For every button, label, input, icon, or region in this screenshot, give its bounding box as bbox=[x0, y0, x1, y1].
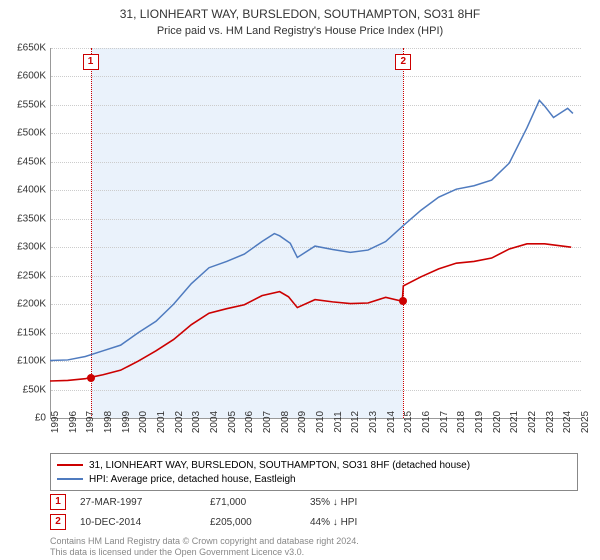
sales-marker: 1 bbox=[50, 494, 66, 510]
legend-swatch bbox=[57, 478, 83, 480]
x-axis-label: 2009 bbox=[297, 411, 308, 433]
x-axis-label: 2002 bbox=[174, 411, 185, 433]
series-line bbox=[50, 100, 573, 360]
y-axis-label: £500K bbox=[0, 128, 46, 139]
x-axis-label: 1996 bbox=[68, 411, 79, 433]
x-axis-label: 1998 bbox=[103, 411, 114, 433]
footer-attribution: Contains HM Land Registry data © Crown c… bbox=[50, 536, 359, 558]
y-axis-label: £100K bbox=[0, 356, 46, 367]
x-axis-label: 2007 bbox=[262, 411, 273, 433]
x-axis-label: 2001 bbox=[156, 411, 167, 433]
y-axis-label: £0 bbox=[0, 413, 46, 424]
chart-area: 12 £0£50K£100K£150K£200K£250K£300K£350K£… bbox=[50, 48, 580, 418]
x-axis-label: 2025 bbox=[580, 411, 591, 433]
y-axis-label: £450K bbox=[0, 156, 46, 167]
x-axis-label: 2011 bbox=[333, 411, 344, 433]
x-axis-label: 2020 bbox=[492, 411, 503, 433]
x-axis-label: 2004 bbox=[209, 411, 220, 433]
x-axis-label: 2021 bbox=[509, 411, 520, 433]
x-axis-label: 1999 bbox=[121, 411, 132, 433]
sales-price: £71,000 bbox=[210, 497, 310, 508]
sales-marker: 2 bbox=[50, 514, 66, 530]
x-axis-label: 2010 bbox=[315, 411, 326, 433]
sales-row: 1 27-MAR-1997£71,00035% ↓ HPI bbox=[50, 492, 578, 512]
x-axis-label: 2005 bbox=[227, 411, 238, 433]
y-axis-label: £50K bbox=[0, 384, 46, 395]
x-axis-label: 2003 bbox=[191, 411, 202, 433]
y-axis-label: £400K bbox=[0, 185, 46, 196]
legend-row: 31, LIONHEART WAY, BURSLEDON, SOUTHAMPTO… bbox=[57, 458, 571, 472]
x-axis-label: 2008 bbox=[280, 411, 291, 433]
sales-table: 1 27-MAR-1997£71,00035% ↓ HPI 2 10-DEC-2014… bbox=[50, 492, 578, 532]
chart-subtitle: Price paid vs. HM Land Registry's House … bbox=[0, 23, 600, 37]
x-axis-label: 1997 bbox=[85, 411, 96, 433]
legend-label: HPI: Average price, detached house, East… bbox=[89, 474, 296, 485]
sales-diff: 35% ↓ HPI bbox=[310, 497, 410, 508]
y-axis-label: £250K bbox=[0, 270, 46, 281]
sales-date: 27-MAR-1997 bbox=[80, 497, 210, 508]
footer-line2: This data is licensed under the Open Gov… bbox=[50, 547, 359, 558]
y-axis-label: £300K bbox=[0, 242, 46, 253]
x-axis-label: 2017 bbox=[439, 411, 450, 433]
x-axis-label: 2019 bbox=[474, 411, 485, 433]
series-line bbox=[50, 244, 571, 381]
sales-row: 2 10-DEC-2014£205,00044% ↓ HPI bbox=[50, 512, 578, 532]
y-axis-label: £350K bbox=[0, 213, 46, 224]
chart-title: 31, LIONHEART WAY, BURSLEDON, SOUTHAMPTO… bbox=[0, 0, 600, 23]
y-axis-label: £600K bbox=[0, 71, 46, 82]
y-axis-label: £150K bbox=[0, 327, 46, 338]
x-axis-label: 2023 bbox=[545, 411, 556, 433]
x-axis-label: 2015 bbox=[403, 411, 414, 433]
y-axis-label: £650K bbox=[0, 43, 46, 54]
legend-swatch bbox=[57, 464, 83, 466]
sales-price: £205,000 bbox=[210, 517, 310, 528]
chart-lines bbox=[50, 48, 580, 418]
sales-date: 10-DEC-2014 bbox=[80, 517, 210, 528]
sales-diff: 44% ↓ HPI bbox=[310, 517, 410, 528]
x-axis-label: 1995 bbox=[50, 411, 61, 433]
x-axis-label: 2013 bbox=[368, 411, 379, 433]
x-axis-label: 2014 bbox=[386, 411, 397, 433]
legend-row: HPI: Average price, detached house, East… bbox=[57, 472, 571, 486]
x-axis-label: 2022 bbox=[527, 411, 538, 433]
x-axis-label: 2006 bbox=[244, 411, 255, 433]
x-axis-label: 2000 bbox=[138, 411, 149, 433]
x-axis-label: 2018 bbox=[456, 411, 467, 433]
x-axis-label: 2012 bbox=[350, 411, 361, 433]
y-axis-label: £200K bbox=[0, 299, 46, 310]
x-axis-label: 2016 bbox=[421, 411, 432, 433]
legend: 31, LIONHEART WAY, BURSLEDON, SOUTHAMPTO… bbox=[50, 453, 578, 491]
legend-label: 31, LIONHEART WAY, BURSLEDON, SOUTHAMPTO… bbox=[89, 460, 470, 471]
footer-line1: Contains HM Land Registry data © Crown c… bbox=[50, 536, 359, 547]
y-axis-label: £550K bbox=[0, 99, 46, 110]
x-axis-label: 2024 bbox=[562, 411, 573, 433]
